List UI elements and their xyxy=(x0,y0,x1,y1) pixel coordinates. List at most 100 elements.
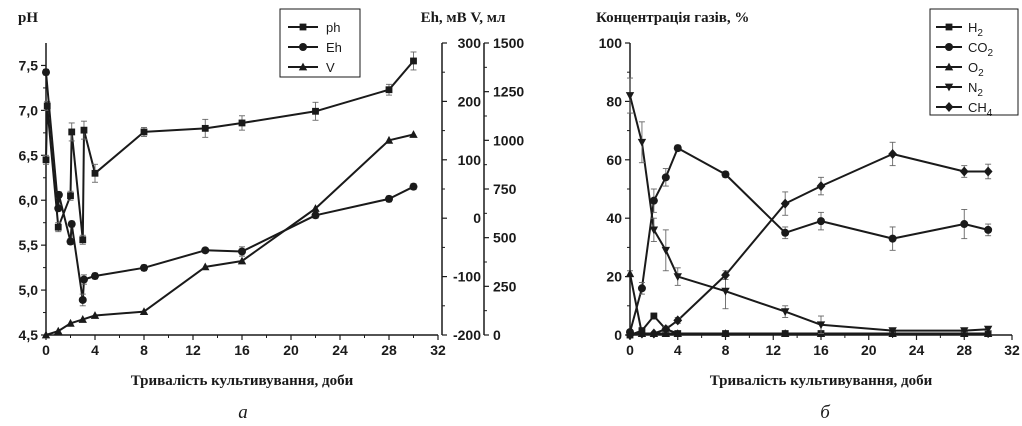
legend-marker-v xyxy=(298,62,308,71)
legend-label-v: V xyxy=(326,60,335,75)
data-point-o2 xyxy=(673,329,682,337)
series-line-h2 xyxy=(629,315,989,336)
legend-box xyxy=(279,8,361,78)
legend-marker-h2 xyxy=(945,23,953,31)
legend-marker-n2 xyxy=(944,83,954,92)
chart-panel-a: 4,55,05,56,06,57,07,5-200-10001002003000… xyxy=(18,8,524,423)
y-axis-title-ph: pH xyxy=(18,10,38,26)
legend-label-main: N xyxy=(968,80,977,95)
data-point-eh xyxy=(385,194,393,203)
x-tick-label: 20 xyxy=(283,342,299,358)
legend-label-subscript: 2 xyxy=(978,68,984,79)
data-point-v xyxy=(66,318,75,327)
y-tick-label-eh: -200 xyxy=(453,327,481,343)
data-point-ph xyxy=(42,156,50,164)
data-point-ph xyxy=(312,107,319,115)
legend-label-subscript: 2 xyxy=(977,28,983,39)
data-point-v xyxy=(139,307,149,316)
y-tick-label-ph: 7,5 xyxy=(19,57,39,73)
data-point-ph xyxy=(385,86,393,94)
data-point-co2 xyxy=(673,144,682,153)
data-point-v xyxy=(90,311,100,319)
legend-label-subscript: 4 xyxy=(987,108,993,119)
data-point-ph xyxy=(80,126,88,134)
data-point-ch4 xyxy=(721,270,730,281)
data-point-v xyxy=(54,326,63,335)
series-line-n2 xyxy=(629,95,989,332)
y-tick-label-eh: 0 xyxy=(473,210,481,226)
data-point-ch4 xyxy=(637,328,647,339)
x-tick-label: 4 xyxy=(91,342,99,358)
data-point-co2 xyxy=(781,228,790,237)
x-tick-label: 16 xyxy=(813,342,829,358)
series-line-v xyxy=(45,133,414,336)
data-point-v xyxy=(78,315,87,323)
y-tick-label-v: 0 xyxy=(493,327,501,343)
legend-label-main: CH xyxy=(968,100,987,115)
data-point-eh xyxy=(201,246,210,255)
x-axis-title: Тривалість культивування, доби xyxy=(131,373,354,389)
data-point-v xyxy=(311,204,320,212)
data-point-n2 xyxy=(649,226,659,235)
legend-label-main: O xyxy=(968,60,978,75)
legend-label-ch4: CH4 xyxy=(968,100,993,119)
data-point-v xyxy=(409,130,418,138)
data-point-ph xyxy=(67,192,74,200)
series-n2 xyxy=(625,77,993,336)
series-line-ch4 xyxy=(629,153,989,336)
legend-label-main: H xyxy=(968,20,977,35)
data-point-n2 xyxy=(960,327,969,336)
y-tick-label-v: 750 xyxy=(493,181,517,197)
y-tick-label-ph: 4,5 xyxy=(19,327,39,343)
x-tick-label: 0 xyxy=(42,342,50,358)
series-o2 xyxy=(625,269,993,337)
data-point-eh xyxy=(79,275,88,284)
data-point-co2 xyxy=(984,225,993,234)
legend-label-n2: N2 xyxy=(968,80,983,99)
data-point-o2 xyxy=(780,329,790,337)
data-point-ch4 xyxy=(625,330,635,340)
x-tick-label: 16 xyxy=(234,342,250,358)
data-point-ph xyxy=(91,169,99,177)
panel-letter: а xyxy=(238,402,248,423)
x-tick-label: 12 xyxy=(765,342,781,358)
panel-letter: б xyxy=(820,402,831,423)
data-point-v xyxy=(237,256,247,265)
legend-marker-o2 xyxy=(944,62,954,71)
data-point-n2 xyxy=(816,321,826,330)
data-point-eh xyxy=(54,204,63,213)
y-tick-label-ph: 6,5 xyxy=(19,147,39,163)
data-point-ch4 xyxy=(673,315,683,326)
x-tick-label: 32 xyxy=(430,342,446,358)
data-point-eh xyxy=(42,68,50,77)
data-point-eh xyxy=(67,220,76,229)
y-tick-label: 0 xyxy=(614,327,622,343)
y-tick-label-ph: 6,0 xyxy=(19,192,39,208)
legend-label-main: CO xyxy=(968,40,988,55)
y-tick-label-v: 1250 xyxy=(493,84,524,100)
data-point-co2 xyxy=(960,220,969,229)
data-point-eh xyxy=(238,247,246,256)
y-tick-label-v: 1000 xyxy=(493,132,524,148)
x-tick-label: 24 xyxy=(332,342,348,358)
y-tick-label: 60 xyxy=(606,152,622,168)
y-tick-label: 40 xyxy=(606,210,622,226)
data-point-co2 xyxy=(888,234,897,243)
y-tick-label: 100 xyxy=(599,35,623,51)
data-point-n2 xyxy=(721,287,730,296)
x-tick-label: 4 xyxy=(674,342,682,358)
x-tick-label: 28 xyxy=(381,342,397,358)
data-point-ch4 xyxy=(649,328,659,339)
data-point-n2 xyxy=(661,246,671,255)
data-point-eh xyxy=(54,190,63,199)
legend-marker-ph xyxy=(299,23,307,31)
data-point-eh xyxy=(409,182,418,191)
series-ch4 xyxy=(625,141,993,340)
x-tick-label: 12 xyxy=(185,342,201,358)
data-point-ph xyxy=(238,119,246,127)
data-point-n2 xyxy=(780,308,790,317)
y-tick-label-eh: 200 xyxy=(458,93,482,109)
data-point-ph xyxy=(201,124,209,132)
y-tick-label-eh: 300 xyxy=(458,35,482,51)
